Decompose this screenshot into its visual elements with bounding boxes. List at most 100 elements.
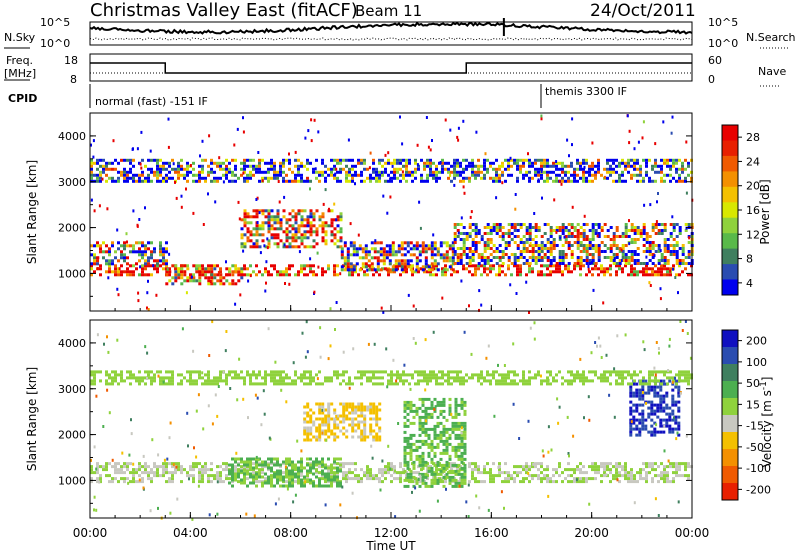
heatmap-cell [654, 468, 657, 472]
heatmap-cell [354, 164, 357, 168]
heatmap-cell [222, 167, 225, 171]
heatmap-cell [433, 478, 437, 482]
heatmap-speck [214, 200, 217, 204]
heatmap-cell [346, 256, 350, 260]
heatmap-cell [489, 477, 492, 481]
heatmap-cell [369, 370, 372, 374]
heatmap-cell [354, 474, 357, 478]
heatmap-cell [454, 424, 458, 428]
heatmap-speck [265, 281, 267, 285]
heatmap-cell [555, 229, 559, 232]
heatmap-cell [373, 247, 377, 251]
heatmap-cell [183, 468, 186, 472]
heatmap-cell [111, 241, 114, 245]
heatmap-cell [177, 382, 180, 386]
heatmap-cell [653, 427, 657, 431]
heatmap-cell [474, 170, 477, 174]
heatmap-cell [379, 253, 383, 257]
heatmap-cell [180, 167, 183, 171]
heatmap-cell [207, 382, 210, 386]
heatmap-speck [256, 196, 259, 200]
heatmap-cell [430, 244, 434, 248]
heatmap-cell [99, 250, 102, 254]
heatmap-cell [225, 382, 228, 386]
heatmap-cell [345, 471, 348, 475]
heatmap-speck [180, 205, 183, 209]
heatmap-cell [675, 471, 678, 475]
heatmap-cell [216, 179, 219, 183]
heatmap-cell [591, 253, 595, 256]
heatmap-cell [642, 262, 646, 265]
heatmap-cell [273, 475, 276, 479]
heatmap-cell [609, 462, 612, 466]
heatmap-cell [129, 382, 132, 386]
heatmap-cell [603, 256, 607, 259]
heatmap-cell [123, 480, 126, 484]
heatmap-cell [448, 259, 452, 263]
heatmap-cell [424, 256, 428, 260]
heatmap-speck [655, 220, 658, 224]
heatmap-cell [675, 179, 678, 183]
heatmap-cell [147, 256, 150, 260]
heatmap-cell [435, 176, 438, 180]
heatmap-cell [555, 471, 558, 475]
heatmap-cell [291, 463, 294, 467]
heatmap-cell [495, 223, 499, 226]
heatmap-cell [165, 370, 168, 374]
heatmap-cell [546, 241, 550, 244]
heatmap-cell [343, 262, 347, 266]
heatmap-cell [528, 232, 532, 235]
heatmap-cell [650, 418, 654, 422]
heatmap-speck [592, 288, 595, 292]
heatmap-cell [252, 164, 255, 168]
heatmap-cell [249, 221, 253, 225]
heatmap-cell [672, 164, 675, 168]
heatmap-cell [312, 379, 315, 383]
freq-label-line1: Freq. [6, 54, 33, 67]
heatmap-cell [222, 462, 225, 466]
heatmap-cell [507, 164, 510, 168]
heatmap-cell [429, 164, 432, 168]
heatmap-cell [144, 471, 147, 475]
heatmap-cell [651, 179, 654, 183]
heatmap-cell [315, 469, 318, 473]
heatmap-cell [297, 481, 300, 485]
heatmap-cell [228, 477, 231, 481]
heatmap-cell [369, 405, 373, 409]
heatmap-cell [288, 484, 291, 488]
heatmap-cell [489, 468, 492, 472]
heatmap-cell [355, 253, 359, 257]
heatmap-cell [424, 409, 428, 413]
heatmap-cell [669, 173, 672, 177]
heatmap-cell [318, 471, 321, 475]
heatmap-cell [270, 209, 274, 213]
heatmap-cell [306, 432, 310, 436]
heatmap-cell [93, 161, 96, 165]
heatmap-speck [659, 287, 662, 291]
heatmap-cell [114, 267, 117, 271]
heatmap-speck [613, 256, 616, 260]
heatmap-cell [108, 480, 111, 484]
heatmap-cell [659, 406, 663, 410]
heatmap-cell [642, 158, 645, 162]
heatmap-cell [144, 247, 147, 251]
heatmap-cell [406, 418, 410, 422]
heatmap-cell [414, 370, 417, 374]
heatmap-cell [240, 233, 244, 237]
heatmap-cell [430, 460, 434, 464]
heatmap-cell [171, 471, 174, 475]
heatmap-cell [504, 253, 508, 256]
heatmap-cell [483, 262, 487, 265]
heatmap-cell [630, 468, 633, 472]
heatmap-cell [147, 179, 150, 183]
heatmap-cell [156, 468, 159, 472]
heatmap-cell [624, 465, 627, 469]
heatmap-cell [99, 247, 102, 251]
heatmap-cell [406, 241, 410, 245]
heatmap-cell [321, 469, 324, 473]
heatmap-cell [585, 176, 588, 180]
heatmap-cell [418, 418, 422, 422]
heatmap-cell [612, 465, 615, 469]
heatmap-cell [660, 253, 664, 256]
heatmap-cell [312, 167, 315, 171]
